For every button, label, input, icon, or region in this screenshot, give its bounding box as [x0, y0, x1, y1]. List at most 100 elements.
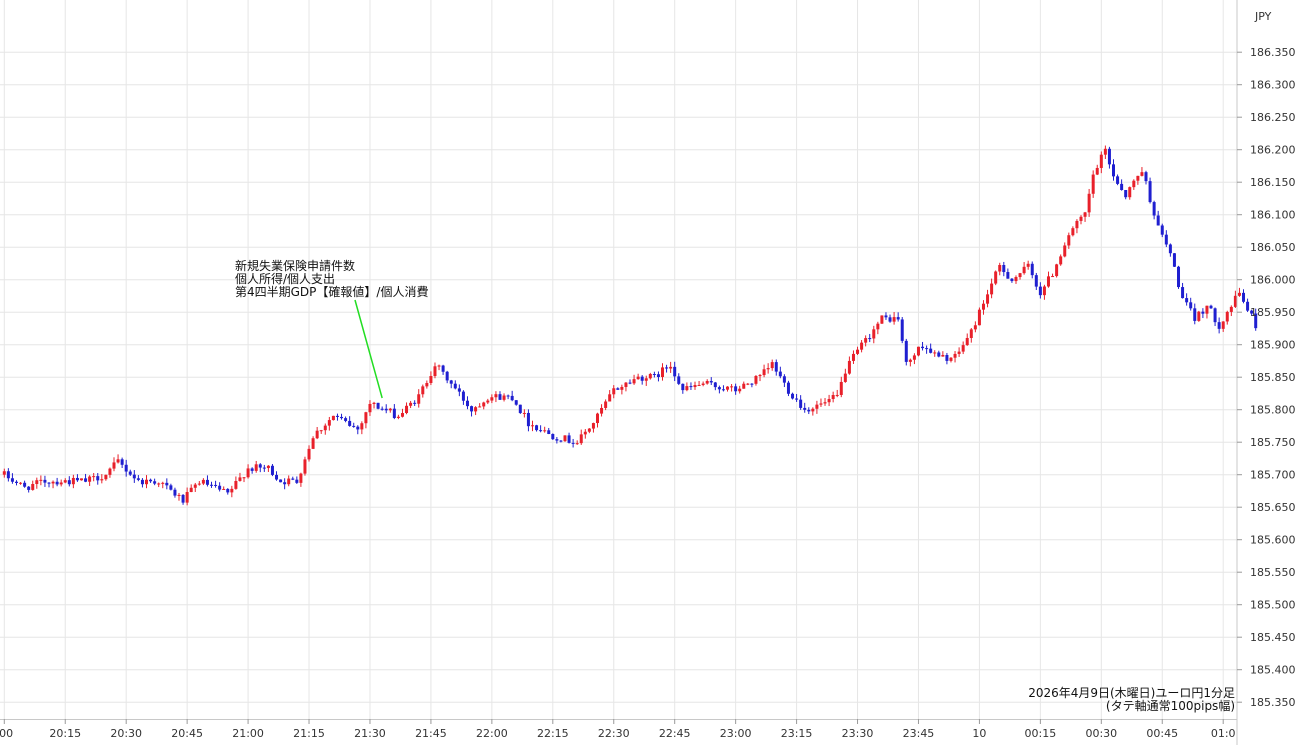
candle-body-down — [43, 479, 47, 483]
candle-body-down — [750, 383, 754, 385]
candle-body-up — [108, 468, 112, 475]
price-tick-label: 185.800 — [1250, 404, 1296, 417]
candle-body-up — [522, 412, 526, 414]
candle-body-up — [636, 376, 640, 380]
candle-body-up — [35, 480, 39, 484]
candle-body-up — [59, 482, 63, 485]
candle-body-down — [921, 346, 925, 349]
candle-body-up — [319, 430, 323, 432]
candle-body-up — [502, 395, 506, 400]
time-tick-label: 21:00 — [232, 727, 264, 740]
candle-body-down — [270, 465, 274, 475]
candle-body-up — [1083, 212, 1087, 217]
candle-body-down — [1038, 286, 1042, 296]
candle-body-up — [242, 477, 246, 479]
candle-body-up — [823, 402, 827, 404]
candle-body-down — [1152, 202, 1156, 216]
candle-body-up — [238, 477, 242, 481]
candle-body-down — [205, 479, 209, 485]
candle-body-up — [847, 360, 851, 374]
candle-body-down — [441, 365, 445, 372]
time-tick-label: 23:00 — [720, 727, 752, 740]
candle-body-up — [185, 492, 189, 503]
candle-body-down — [628, 382, 632, 384]
candle-body-down — [1002, 265, 1006, 273]
candle-body-down — [140, 479, 144, 485]
candle-body-up — [71, 477, 75, 485]
candle-body-down — [1156, 215, 1160, 226]
candle-body-up — [827, 399, 831, 403]
candle-body-up — [587, 428, 591, 432]
candle-body-down — [380, 408, 384, 410]
candle-body-up — [112, 462, 116, 469]
candle-body-down — [214, 484, 218, 486]
candle-body-down — [713, 382, 717, 388]
candle-body-up — [612, 388, 616, 395]
candle-body-up — [941, 355, 945, 357]
candle-body-down — [656, 374, 660, 378]
candle-body-down — [47, 482, 51, 484]
candle-body-up — [872, 329, 876, 339]
candle-body-up — [311, 438, 315, 449]
grid-lines — [0, 0, 1237, 719]
candle-body-up — [933, 352, 937, 354]
candle-body-down — [506, 395, 510, 397]
annotation-text-line: 第4四半期GDP【確報値】/個人消費 — [235, 284, 428, 299]
caption-line: (タテ軸通常100pips幅) — [1106, 698, 1235, 713]
candle-body-down — [1177, 266, 1181, 288]
candle-body-down — [571, 442, 575, 444]
candle-body-up — [632, 379, 636, 384]
price-tick-label: 185.600 — [1250, 534, 1296, 547]
candle-body-down — [384, 408, 388, 411]
candle-body-down — [616, 388, 620, 390]
price-tick-label: 185.450 — [1250, 631, 1296, 644]
candle-body-up — [579, 434, 583, 444]
candle-body-up — [1042, 286, 1046, 296]
candle-body-up — [1221, 321, 1225, 329]
candle-body-up — [1103, 148, 1107, 155]
price-tick-label: 185.550 — [1250, 566, 1296, 579]
candle-body-up — [880, 315, 884, 324]
candle-body-up — [1233, 295, 1237, 307]
candle-body-down — [120, 459, 124, 465]
price-tick-label: 186.150 — [1250, 176, 1296, 189]
candle-body-down — [275, 474, 279, 480]
candle-body-up — [811, 408, 815, 412]
candle-body-down — [1116, 176, 1120, 184]
candle-body-up — [1059, 256, 1063, 265]
candle-body-up — [1087, 193, 1091, 213]
candle-body-down — [1213, 308, 1217, 323]
candle-body-up — [669, 366, 673, 369]
candle-body-up — [157, 483, 161, 485]
candle-body-up — [575, 443, 579, 445]
annotation-text-line: 新規失業保険申請件数 — [235, 258, 355, 273]
candle-body-up — [1022, 266, 1026, 274]
candle-body-up — [815, 404, 819, 409]
candle-body-up — [916, 346, 920, 356]
candle-body-up — [843, 373, 847, 382]
candle-body-down — [1124, 190, 1128, 198]
price-tick-label: 186.000 — [1250, 274, 1296, 287]
price-tick-label: 185.850 — [1250, 371, 1296, 384]
price-tick-label: 186.200 — [1250, 144, 1296, 157]
candle-body-down — [774, 362, 778, 372]
candle-body-up — [104, 474, 108, 480]
candle-body-down — [547, 430, 551, 435]
candle-body-up — [100, 479, 104, 481]
candle-body-up — [819, 403, 823, 405]
candle-body-down — [551, 434, 555, 440]
candle-body-up — [831, 395, 835, 400]
candle-body-down — [181, 494, 185, 503]
candle-body-up — [1067, 235, 1071, 246]
candle-body-down — [283, 482, 287, 485]
candle-body-down — [514, 400, 518, 405]
candle-body-up — [957, 351, 961, 354]
price-tick-label: 185.500 — [1250, 599, 1296, 612]
candle-body-up — [266, 465, 270, 469]
candle-body-up — [1225, 311, 1229, 322]
candle-body-down — [128, 471, 132, 475]
candle-body-up — [693, 385, 697, 388]
candle-body-up — [1197, 311, 1201, 321]
candle-body-down — [782, 376, 786, 383]
candle-body-up — [161, 482, 165, 484]
